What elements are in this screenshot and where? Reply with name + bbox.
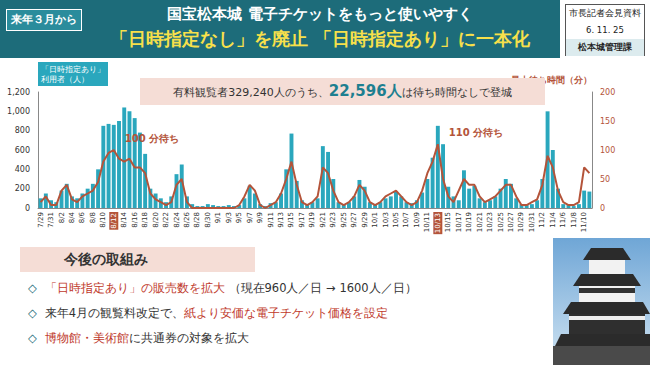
svg-text:7/29: 7/29 [37,212,45,228]
svg-text:10/21: 10/21 [476,212,484,232]
svg-text:9/5: 9/5 [235,212,243,223]
html-text:今後の取組み: 今後の取組み [64,251,148,267]
svg-text:8/26: 8/26 [183,211,191,227]
html-text:「日時指定あり」の販売数を拡大（現在960人／日 → 160: 「日時指定あり」の販売数を拡大（現在960人／日 → 1600人／日） [44,281,417,295]
svg-text:200: 200 [600,88,615,97]
html-text:6. 11. 25: 6. 11. 25 [586,25,624,35]
svg-text:10/1: 10/1 [371,212,379,228]
svg-text:8/14: 8/14 [120,211,128,227]
svg-text:8/16: 8/16 [131,211,139,227]
svg-text:11/8: 11/8 [570,212,578,228]
svg-text:11/4: 11/4 [549,211,557,227]
svg-text:0: 0 [25,204,30,213]
svg-text:10/27: 10/27 [507,212,515,232]
svg-text:150: 150 [600,117,615,126]
svg-text:11/10: 11/10 [580,212,588,232]
svg-text:1,200: 1,200 [7,88,30,97]
svg-text:8/18: 8/18 [141,212,149,228]
svg-text:400: 400 [15,165,30,174]
html-text:市長記者会見資料: 市長記者会見資料 [569,8,641,18]
svg-text:利用者（人）: 利用者（人） [41,75,89,84]
svg-text:11/6: 11/6 [559,211,567,227]
svg-text:9/27: 9/27 [350,212,358,228]
svg-text:10/17: 10/17 [455,212,463,232]
svg-text:50: 50 [600,175,610,184]
svg-text:110 分待ち: 110 分待ち [449,127,503,138]
svg-text:9/19: 9/19 [308,212,316,228]
svg-text:100 分待ち: 100 分待ち [125,133,179,144]
svg-text:10/13: 10/13 [434,213,442,233]
svg-text:10/5: 10/5 [392,212,400,228]
svg-text:9/21: 9/21 [319,212,327,228]
svg-text:8/30: 8/30 [204,212,212,228]
svg-text:10/19: 10/19 [465,212,473,232]
html-text:国宝松本城 電子チケットをもっと使いやすく: 国宝松本城 電子チケットをもっと使いやすく [167,5,473,23]
svg-text:9/13: 9/13 [277,212,285,228]
svg-text:200: 200 [15,184,30,193]
svg-text:10/3: 10/3 [382,212,390,228]
html-text:松本城管理課: 松本城管理課 [578,42,632,52]
svg-text:8/12: 8/12 [110,213,118,229]
svg-text:8/20: 8/20 [152,212,160,228]
svg-text:9/29: 9/29 [361,212,369,228]
svg-text:10/25: 10/25 [497,212,505,232]
svg-text:9/15: 9/15 [287,212,295,228]
svg-text:最大待ち時間（分）: 最大待ち時間（分） [511,74,592,85]
svg-text:8/6: 8/6 [78,211,86,223]
svg-text:0: 0 [600,204,605,213]
svg-text:10/23: 10/23 [486,212,494,232]
svg-text:8/2: 8/2 [58,212,66,223]
svg-text:8/28: 8/28 [193,212,201,228]
html-text:博物館・美術館に共通券の対象を拡大: 博物館・美術館に共通券の対象を拡大 [44,331,249,345]
svg-text:7/31: 7/31 [47,212,55,228]
svg-text:10/15: 10/15 [444,212,452,232]
svg-text:10/29: 10/29 [517,212,525,232]
svg-text:800: 800 [15,126,30,135]
svg-text:10/7: 10/7 [402,212,410,228]
svg-text:9/9: 9/9 [256,212,264,223]
html-text:「日時指定なし」を廃止 「日時指定あり」に一本化: 「日時指定なし」を廃止 「日時指定あり」に一本化 [109,28,531,49]
svg-text:1,000: 1,000 [7,107,30,116]
svg-text:9/7: 9/7 [246,212,254,223]
svg-text:100: 100 [600,146,615,155]
svg-text:8/22: 8/22 [162,212,170,228]
svg-text:600: 600 [15,146,30,155]
svg-text:8/8: 8/8 [89,212,97,223]
svg-text:9/23: 9/23 [329,212,337,228]
svg-text:9/1: 9/1 [214,212,222,223]
html-text:来年4月の観覧料改定で、紙より安価な電子チケット価格を設定: 来年4月の観覧料改定で、紙より安価な電子チケット価格を設定 [44,306,389,320]
svg-text:10/9: 10/9 [413,212,421,228]
svg-text:11/2: 11/2 [538,212,546,228]
svg-text:8/10: 8/10 [99,212,107,228]
svg-text:9/11: 9/11 [267,212,275,228]
html-text:来年３月から: 来年３月から [11,13,77,26]
svg-text:「日時指定あり」: 「日時指定あり」 [41,65,105,74]
svg-text:9/25: 9/25 [340,212,348,228]
svg-text:9/17: 9/17 [298,212,306,228]
svg-text:8/24: 8/24 [173,211,181,227]
html-text:有料観覧者329,240人のうち、22,596人は待ち時間な: 有料観覧者329,240人のうち、22,596人は待ち時間なしで登城 [173,82,512,100]
svg-text:10/31: 10/31 [528,212,536,232]
svg-text:9/3: 9/3 [225,212,233,223]
svg-text:8/4: 8/4 [68,211,76,223]
svg-text:10/11: 10/11 [423,212,431,232]
